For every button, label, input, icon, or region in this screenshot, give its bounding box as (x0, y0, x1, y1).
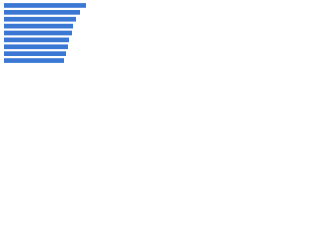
bar (4, 23, 73, 29)
page: {"chart_data": {"type": "hbar", "categor… (0, 0, 100, 71)
bar (4, 58, 64, 63)
chart (4, 3, 86, 63)
bar (4, 51, 66, 57)
bar (4, 3, 86, 8)
bar (4, 16, 76, 22)
bar (4, 37, 69, 43)
bar (4, 30, 72, 36)
bar (4, 44, 68, 50)
bar (4, 9, 80, 15)
